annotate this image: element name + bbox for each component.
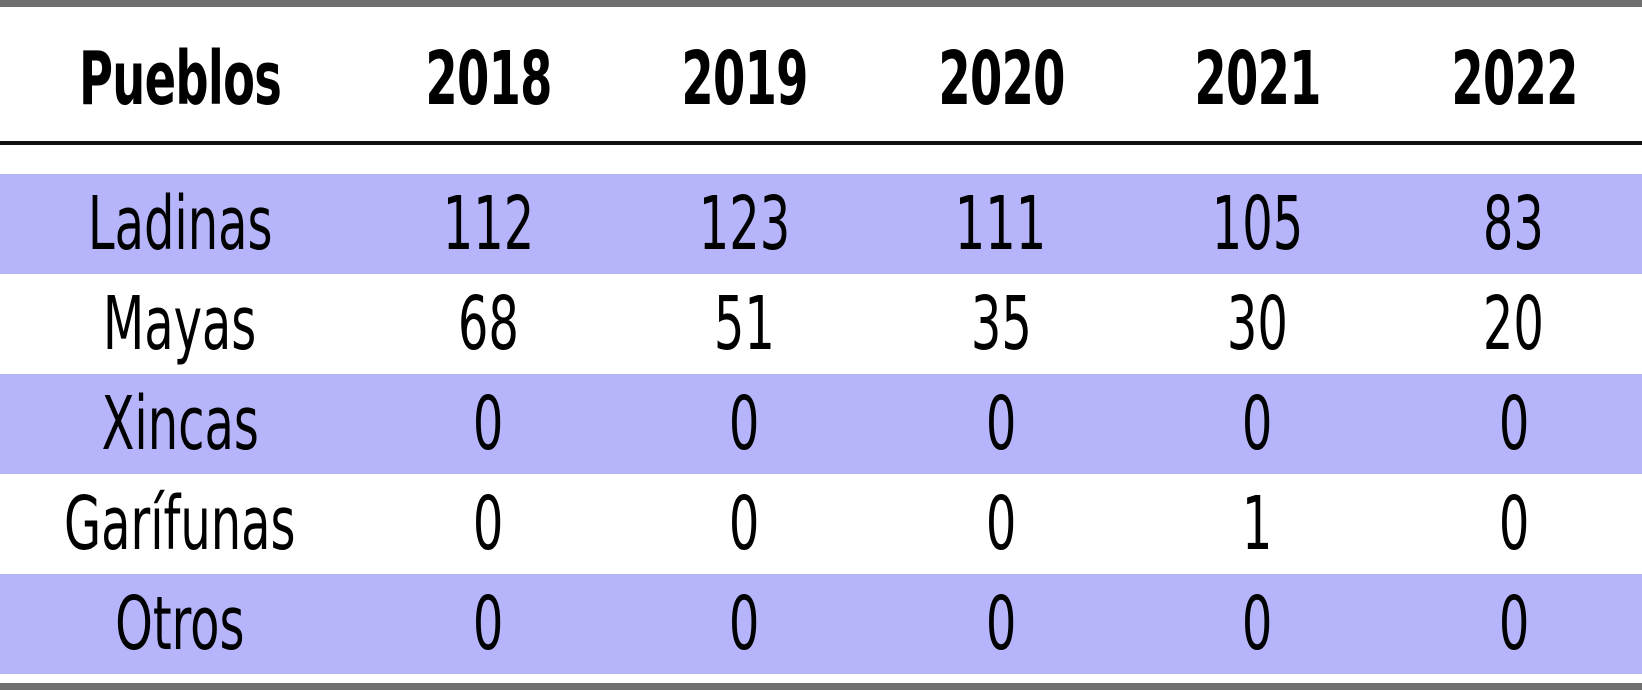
table-cell: 0 bbox=[1129, 374, 1386, 474]
row-label: Mayas bbox=[0, 274, 360, 374]
table-cell: 0 bbox=[1385, 574, 1642, 674]
column-header: 2018 bbox=[425, 35, 552, 122]
table-cell: 51 bbox=[616, 274, 873, 374]
table-cell: 0 bbox=[616, 374, 873, 474]
column-header: Pueblos bbox=[78, 35, 282, 122]
table-cell: 111 bbox=[872, 174, 1130, 274]
table-cell: 0 bbox=[360, 574, 617, 674]
table-cell: 83 bbox=[1385, 174, 1642, 274]
header-divider bbox=[0, 141, 1642, 145]
column-header: 2019 bbox=[681, 35, 808, 122]
table-row: Mayas 68 51 35 30 20 bbox=[0, 274, 1642, 374]
table-row: Ladinas 112 123 111 105 83 bbox=[0, 174, 1642, 274]
column-header: 2020 bbox=[937, 35, 1065, 122]
table-cell: 112 bbox=[360, 174, 617, 274]
data-table: Pueblos 2018 2019 2020 2021 2022 Ladinas… bbox=[0, 0, 1642, 674]
table-cell: 0 bbox=[360, 474, 617, 574]
table-cell: 105 bbox=[1129, 174, 1386, 274]
column-header: 2021 bbox=[1194, 35, 1321, 122]
table-bottom-rule bbox=[0, 683, 1642, 690]
row-label: Ladinas bbox=[0, 174, 360, 274]
table-cell: 0 bbox=[872, 474, 1130, 574]
table-cell: 35 bbox=[872, 274, 1130, 374]
table-cell: 0 bbox=[1385, 374, 1642, 474]
table-top-rule bbox=[0, 0, 1642, 7]
table-cell: 68 bbox=[360, 274, 617, 374]
table-cell: 0 bbox=[616, 574, 873, 674]
table-row: Xincas 0 0 0 0 0 bbox=[0, 374, 1642, 474]
table-cell: 20 bbox=[1385, 274, 1642, 374]
table-cell: 0 bbox=[1385, 474, 1642, 574]
row-label: Garífunas bbox=[0, 474, 360, 574]
row-label: Xincas bbox=[0, 374, 360, 474]
table-cell: 0 bbox=[872, 374, 1130, 474]
table-row: Garífunas 0 0 0 1 0 bbox=[0, 474, 1642, 574]
column-header: 2022 bbox=[1450, 35, 1578, 122]
table-cell: 30 bbox=[1129, 274, 1386, 374]
table-cell: 0 bbox=[1129, 574, 1386, 674]
table-cell: 1 bbox=[1129, 474, 1386, 574]
header-row: Pueblos 2018 2019 2020 2021 2022 bbox=[0, 0, 1642, 149]
table-row: Otros 0 0 0 0 0 bbox=[0, 574, 1642, 674]
table-cell: 123 bbox=[616, 174, 873, 274]
row-label: Otros bbox=[0, 574, 360, 674]
table-cell: 0 bbox=[872, 574, 1130, 674]
table-cell: 0 bbox=[360, 374, 617, 474]
table-cell: 0 bbox=[616, 474, 873, 574]
